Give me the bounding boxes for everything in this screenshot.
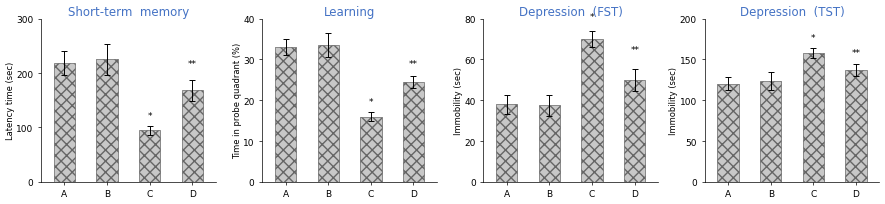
- Bar: [275, 48, 296, 182]
- Text: *: *: [811, 34, 816, 43]
- Bar: [539, 106, 560, 182]
- Bar: [96, 60, 118, 182]
- Title: Learning: Learning: [324, 6, 375, 19]
- Bar: [496, 105, 518, 182]
- Y-axis label: Time in probe quadrant (%): Time in probe quadrant (%): [233, 43, 242, 159]
- Bar: [139, 131, 160, 182]
- Text: **: **: [188, 59, 196, 68]
- Bar: [318, 46, 339, 182]
- Text: **: **: [851, 49, 860, 58]
- Bar: [803, 54, 824, 182]
- Bar: [845, 71, 866, 182]
- Bar: [360, 117, 381, 182]
- Bar: [54, 64, 75, 182]
- Bar: [181, 91, 203, 182]
- Text: **: **: [409, 59, 418, 68]
- Text: *: *: [589, 13, 595, 22]
- Bar: [581, 40, 603, 182]
- Title: Depression  (FST): Depression (FST): [519, 6, 623, 19]
- Bar: [760, 81, 781, 182]
- Y-axis label: Immobility (sec): Immobility (sec): [454, 67, 463, 135]
- Bar: [718, 84, 739, 182]
- Title: Depression  (TST): Depression (TST): [740, 6, 844, 19]
- Title: Short-term  memory: Short-term memory: [67, 6, 189, 19]
- Bar: [624, 81, 645, 182]
- Y-axis label: Immobility (sec): Immobility (sec): [669, 67, 678, 135]
- Text: *: *: [147, 112, 152, 121]
- Bar: [403, 82, 424, 182]
- Text: *: *: [368, 98, 373, 107]
- Y-axis label: Latency time (sec): Latency time (sec): [5, 62, 14, 140]
- Text: **: **: [630, 46, 639, 55]
